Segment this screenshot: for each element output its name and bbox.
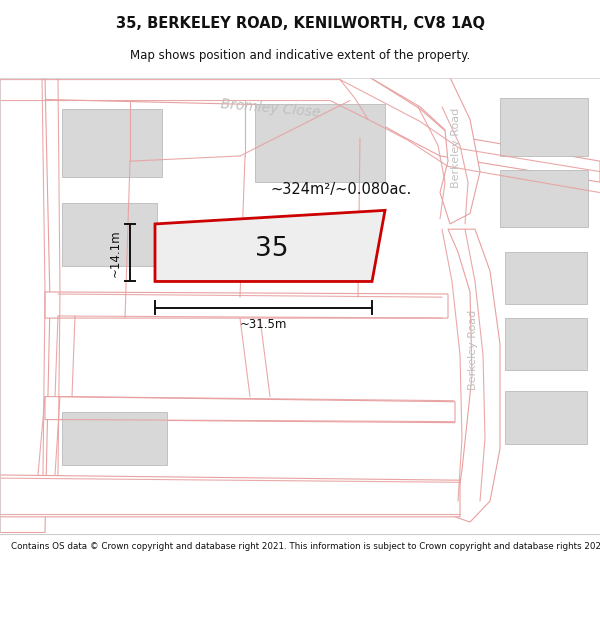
Bar (255, 104, 385, 182)
Text: ~14.1m: ~14.1m (109, 229, 122, 276)
Bar (500, 169, 588, 227)
Bar (62, 412, 167, 464)
Text: Bromley Close: Bromley Close (220, 98, 320, 120)
Polygon shape (0, 475, 460, 517)
Polygon shape (0, 78, 600, 182)
Bar (505, 391, 587, 444)
Bar (500, 98, 588, 156)
Text: 35, BERKELEY ROAD, KENILWORTH, CV8 1AQ: 35, BERKELEY ROAD, KENILWORTH, CV8 1AQ (115, 16, 485, 31)
Polygon shape (155, 211, 385, 281)
Text: ~324m²/~0.080ac.: ~324m²/~0.080ac. (270, 182, 411, 197)
Text: 35: 35 (255, 236, 289, 262)
Bar (62, 203, 157, 266)
Polygon shape (370, 78, 480, 224)
Polygon shape (0, 78, 50, 532)
Text: Map shows position and indicative extent of the property.: Map shows position and indicative extent… (130, 49, 470, 62)
Text: Berkeley Road: Berkeley Road (451, 107, 461, 188)
Polygon shape (45, 396, 455, 422)
Polygon shape (448, 229, 500, 522)
Text: Contains OS data © Crown copyright and database right 2021. This information is : Contains OS data © Crown copyright and d… (11, 542, 600, 551)
Bar (505, 318, 587, 371)
Text: ~31.5m: ~31.5m (240, 318, 287, 331)
Bar (62, 109, 162, 177)
Bar (505, 252, 587, 304)
Polygon shape (45, 292, 448, 318)
Text: Berkeley Road: Berkeley Road (468, 309, 478, 389)
